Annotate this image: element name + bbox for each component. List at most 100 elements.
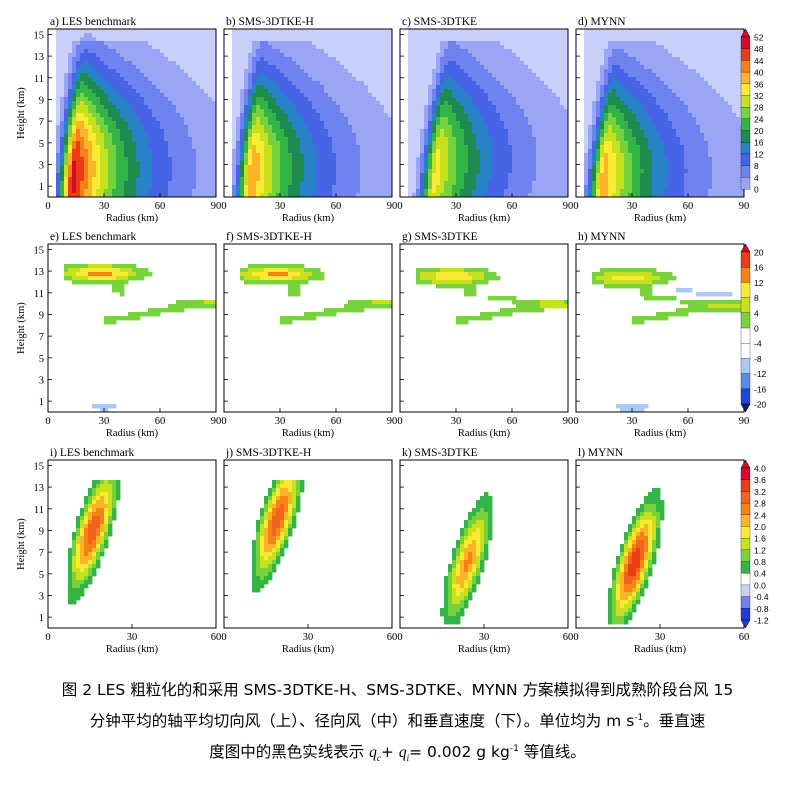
- data-cell: [76, 101, 81, 106]
- data-cell: [524, 177, 529, 182]
- data-cell: [296, 69, 301, 74]
- data-cell: [72, 77, 77, 82]
- data-cell: [248, 101, 253, 106]
- data-cell: [116, 117, 121, 122]
- data-cell: [80, 149, 85, 154]
- data-cell: [276, 93, 281, 98]
- data-cell: [280, 109, 285, 114]
- data-cell: [468, 153, 473, 158]
- data-cell: [296, 157, 301, 162]
- data-cell: [308, 105, 313, 110]
- data-cell: [304, 101, 309, 106]
- data-cell: [104, 161, 109, 166]
- data-cell: [180, 53, 185, 58]
- data-cell: [360, 181, 365, 186]
- data-cell: [184, 137, 189, 142]
- data-cell: [312, 153, 317, 158]
- data-cell: [172, 157, 177, 162]
- data-cell: [148, 185, 153, 190]
- data-cell: [528, 53, 533, 58]
- data-cell: [196, 105, 201, 110]
- data-cell: [88, 133, 93, 138]
- data-cell: [128, 49, 133, 54]
- data-cell: [300, 181, 305, 186]
- data-cell: [300, 173, 305, 178]
- data-cell: [308, 133, 313, 138]
- data-cell: [100, 173, 105, 178]
- data-cell: [76, 145, 81, 150]
- data-cell: [112, 113, 117, 118]
- data-cell: [416, 77, 421, 82]
- data-cell: [256, 125, 261, 130]
- data-cell: [548, 165, 553, 170]
- data-cell: [100, 181, 105, 186]
- data-cell: [412, 81, 417, 86]
- data-cell: [348, 189, 353, 194]
- data-cell: [552, 145, 557, 150]
- data-cell: [100, 109, 105, 114]
- data-cell: [444, 137, 449, 142]
- data-cell: [432, 125, 437, 130]
- data-cell: [116, 129, 121, 134]
- data-cell: [340, 149, 345, 154]
- data-cell: [188, 89, 193, 94]
- data-cell: [476, 61, 481, 66]
- data-cell: [124, 45, 129, 50]
- data-cell: [340, 33, 345, 38]
- data-cell: [204, 153, 209, 158]
- data-cell: [232, 109, 237, 114]
- data-cell: [280, 169, 285, 174]
- data-cell: [252, 101, 257, 106]
- data-cell: [84, 65, 89, 70]
- data-cell: [516, 177, 521, 182]
- data-cell: [196, 169, 201, 174]
- data-cell: [180, 157, 185, 162]
- data-cell: [428, 185, 433, 190]
- data-cell: [504, 57, 509, 62]
- data-cell: [556, 69, 561, 74]
- data-cell: [56, 33, 61, 38]
- data-cell: [472, 129, 477, 134]
- data-cell: [324, 149, 329, 154]
- data-cell: [136, 157, 141, 162]
- data-cell: [380, 85, 385, 90]
- data-cell: [292, 73, 297, 78]
- data-cell: [284, 101, 289, 106]
- data-cell: [432, 189, 437, 194]
- data-cell: [476, 129, 481, 134]
- data-cell: [408, 33, 413, 38]
- data-cell: [72, 121, 77, 126]
- data-cell: [376, 101, 381, 106]
- data-cell: [136, 89, 141, 94]
- data-cell: [64, 185, 69, 190]
- data-cell: [412, 45, 417, 50]
- data-cell: [304, 121, 309, 126]
- data-cell: [420, 129, 425, 134]
- data-cell: [460, 109, 465, 114]
- data-cell: [484, 93, 489, 98]
- data-cell: [88, 29, 93, 34]
- data-cell: [344, 61, 349, 66]
- data-cell: [532, 81, 537, 86]
- data-cell: [388, 133, 393, 138]
- data-cell: [528, 121, 533, 126]
- data-cell: [116, 173, 121, 178]
- data-cell: [244, 93, 249, 98]
- data-cell: [496, 29, 501, 34]
- data-cell: [180, 165, 185, 170]
- data-cell: [492, 93, 497, 98]
- data-cell: [332, 53, 337, 58]
- data-cell: [84, 49, 89, 54]
- data-cell: [364, 77, 369, 82]
- data-cell: [436, 117, 441, 122]
- data-cell: [436, 77, 441, 82]
- data-cell: [460, 37, 465, 42]
- data-cell: [556, 133, 561, 138]
- data-cell: [92, 57, 97, 62]
- data-cell: [88, 105, 93, 110]
- data-cell: [368, 89, 373, 94]
- data-cell: [284, 113, 289, 118]
- data-cell: [344, 89, 349, 94]
- data-cell: [356, 145, 361, 150]
- data-cell: [316, 45, 321, 50]
